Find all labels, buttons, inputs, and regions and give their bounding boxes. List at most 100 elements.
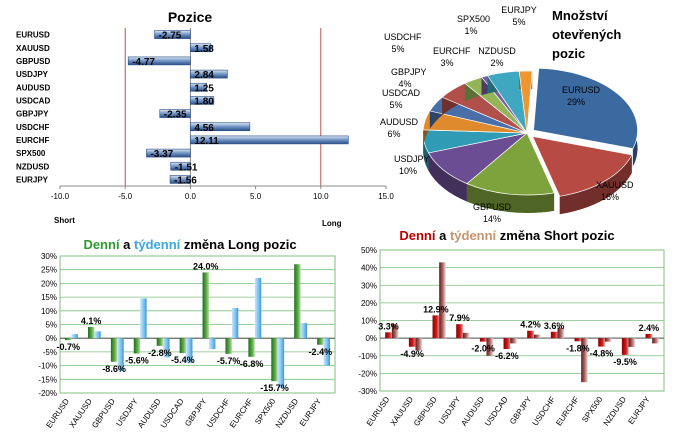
bar-usdcad: [190, 96, 215, 105]
category-label-gbpusd: GBPUSD: [412, 395, 439, 428]
data-label-xauusd: -4.9%: [400, 349, 424, 359]
bar-denn--usdcad: [179, 338, 187, 353]
pie-label-spx500: SPX500: [457, 14, 490, 24]
bar-t-denn--spx500: [277, 338, 285, 388]
data-label-nzdusd: -9.5%: [613, 357, 637, 367]
pie-side-usdjpy: [428, 152, 467, 202]
short-label: Short: [54, 216, 75, 225]
y-tick-label-10: 30%: [41, 252, 57, 261]
pie-label-usdcad: USDCAD: [382, 88, 421, 98]
y-tick-label-6: 30%: [361, 281, 377, 290]
category-label-gbpusd: GBPUSD: [90, 397, 117, 430]
long-title-daily: Denní: [83, 237, 120, 252]
bar-t-denn--eurusd: [391, 324, 399, 339]
data-label-eurjpy: 2.4%: [639, 323, 660, 333]
x-tick-label-5: 15.0: [378, 192, 394, 201]
bar-t-denn--eurusd: [71, 334, 78, 339]
short-title-daily: Denní: [399, 228, 436, 243]
bar-denn--eurusd: [65, 338, 72, 341]
category-label-usdjpy: USDJPY: [437, 394, 463, 426]
data-label-gbpusd: 12.9%: [423, 304, 449, 314]
category-label-eurjpy: EURJPY: [298, 396, 324, 428]
pie-percent-xauusd: 16%: [601, 192, 619, 202]
long-title-weekly: týdenní: [134, 237, 181, 252]
data-label-eurusd: -0.7%: [56, 342, 80, 352]
pie-label-eurusd: EURUSD: [562, 85, 601, 95]
bar-t-denn--audusd: [163, 338, 170, 358]
category-label-usdjpy: USDJPY: [16, 70, 49, 79]
data-label-gbpjpy: 24.0%: [193, 261, 219, 271]
pie-slice-eurusd: [533, 67, 638, 150]
category-label-nzdusd: NZDUSD: [16, 162, 50, 171]
bar-denn--eurjpy: [317, 338, 324, 345]
bar-denn--usdchf: [225, 338, 232, 354]
bar-t-denn--usdchf: [231, 308, 239, 339]
positions-chart-title: Pozice: [168, 9, 213, 25]
bar-gbpusd: [127, 56, 191, 66]
data-label-gbpusd: -8.6%: [102, 364, 126, 374]
category-label-gbpusd: GBPUSD: [16, 57, 50, 66]
short-change-bar-chart: -30% -20% -10% 0% 10% 20% 30% 40% 50% 3.3% EURUSD -…: [358, 246, 665, 428]
bar-denn--audusd: [156, 338, 164, 346]
bar-denn--gbpjpy: [202, 272, 209, 339]
x-tick-label-0: -10.0: [51, 192, 70, 201]
bar-denn--nzdusd: [294, 264, 301, 339]
bar-t-denn--gbpusd: [439, 262, 446, 339]
bar-t-denn--gbpjpy: [533, 334, 541, 339]
category-label-spx500: SPX500: [16, 149, 46, 158]
positions-bar-chart: -10.0 -5.0 0.0 5.0 10.0 15.0 EURUSD -2.75 XAUUSD…: [16, 28, 394, 201]
bar-t-denn--spx500: [604, 338, 612, 342]
x-tick-label-2: 0.0: [185, 192, 197, 201]
category-label-eurjpy: EURJPY: [16, 175, 49, 184]
data-label-eurusd: 3.3%: [378, 321, 399, 331]
category-label-usdcad: USDCAD: [159, 397, 186, 430]
value-label-usdchf: 4.56: [194, 123, 214, 134]
y-tick-label-8: 20%: [41, 279, 57, 288]
y-tick-label-2: -10%: [38, 362, 57, 371]
short-title-rest: změna Short pozic: [496, 228, 614, 243]
data-label-usdjpy: -5.6%: [125, 356, 149, 366]
category-label-eurchf: EURCHF: [16, 136, 49, 145]
y-tick-label-3: 0%: [365, 334, 377, 343]
bar-usdchf: [190, 122, 251, 132]
y-tick-label-5: 5%: [45, 321, 57, 330]
value-label-audusd: 1.25: [194, 83, 214, 94]
pie-label-usdjpy: USDJPY: [394, 154, 430, 164]
value-label-nzdusd: -1.51: [175, 162, 198, 173]
data-label-usdcad: -5.4%: [171, 355, 195, 365]
pie-label-usdchf: USDCHF: [384, 32, 422, 42]
data-label-eurchf: -1.8%: [566, 343, 590, 353]
y-tick-label-8: 50%: [361, 246, 377, 255]
bar-t-denn--nzdusd: [300, 323, 308, 339]
pie-label-audusd: AUDUSD: [380, 117, 419, 127]
short-title-weekly: týdenní: [450, 228, 497, 243]
pie-percent-nzdusd: 2%: [490, 58, 503, 68]
y-tick-label-7: 40%: [361, 264, 377, 273]
value-label-eurchf: 12.11: [194, 136, 219, 147]
long-change-chart-title: Denní a týdenní změna Long pozic: [83, 237, 296, 252]
bar-t-denn--usdcad: [186, 338, 193, 363]
pie-title-line-2: otevřených: [552, 27, 621, 42]
pie-label-gbpusd: GBPUSD: [473, 202, 512, 212]
category-label-spx500: SPX500: [253, 397, 278, 427]
data-label-usdchf: 3.6%: [544, 321, 565, 331]
pie-label-eurjpy: EURJPY: [501, 5, 537, 15]
category-label-nzdusd: NZDUSD: [602, 395, 629, 428]
category-label-eurchf: EURCHF: [228, 397, 255, 430]
y-tick-label-3: -5%: [43, 348, 57, 357]
bar-denn--xauusd: [408, 338, 416, 347]
value-label-xauusd: 1.58: [194, 44, 214, 55]
bar-t-denn--eurchf: [581, 338, 588, 383]
data-label-gbpjpy: 4.2%: [520, 320, 541, 330]
y-tick-label-6: 10%: [41, 307, 57, 316]
bar-eurjpy: [169, 175, 191, 184]
bar-nzdusd: [170, 161, 191, 171]
y-tick-label-0: -20%: [38, 389, 57, 398]
bar-eurchf: [190, 135, 349, 145]
y-tick-label-9: 25%: [41, 266, 57, 275]
value-label-spx500: -3.37: [150, 149, 173, 160]
y-tick-label-4: 10%: [361, 317, 377, 326]
pie-percent-eurchf: 3%: [440, 58, 453, 68]
bar-t-denn--gbpjpy: [208, 338, 216, 350]
